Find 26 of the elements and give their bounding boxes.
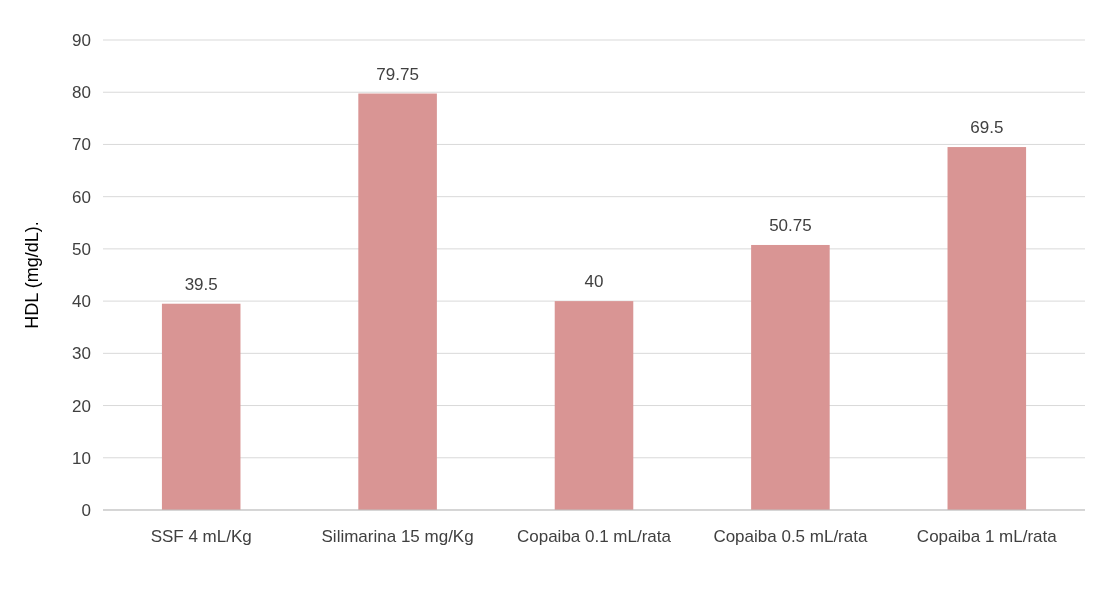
data-label: 79.75 [376,64,419,84]
y-tick-label: 20 [72,396,91,416]
data-label: 40 [584,272,604,292]
data-label: 69.5 [970,118,1004,138]
x-tick-label: Copaiba 0.5 mL/rata [713,527,868,546]
y-tick-label: 40 [72,292,91,312]
bar [161,303,241,510]
y-tick-label: 90 [72,30,91,50]
y-tick-label: 50 [72,239,91,259]
bar [947,147,1027,510]
bar [751,244,830,510]
y-tick-label: 10 [72,448,91,468]
y-tick-label: 80 [72,83,91,103]
y-tick-label: 70 [72,135,91,155]
y-tick-label: 60 [72,187,91,207]
x-tick-label: Silimarina 15 mg/Kg [321,527,474,546]
y-tick-label: 0 [81,500,91,520]
data-label: 50.75 [769,215,812,235]
bar [554,301,634,510]
y-tick-label: 30 [72,344,91,364]
x-tick-label: Copaiba 1 mL/rata [916,527,1058,546]
x-tick-label: SSF 4 mL/Kg [150,527,252,546]
y-axis-title: HDL (mg/dL). [22,221,42,329]
data-label: 39.5 [184,274,218,294]
x-tick-label: Copaiba 0.1 mL/rata [516,527,672,546]
bar [358,93,437,510]
